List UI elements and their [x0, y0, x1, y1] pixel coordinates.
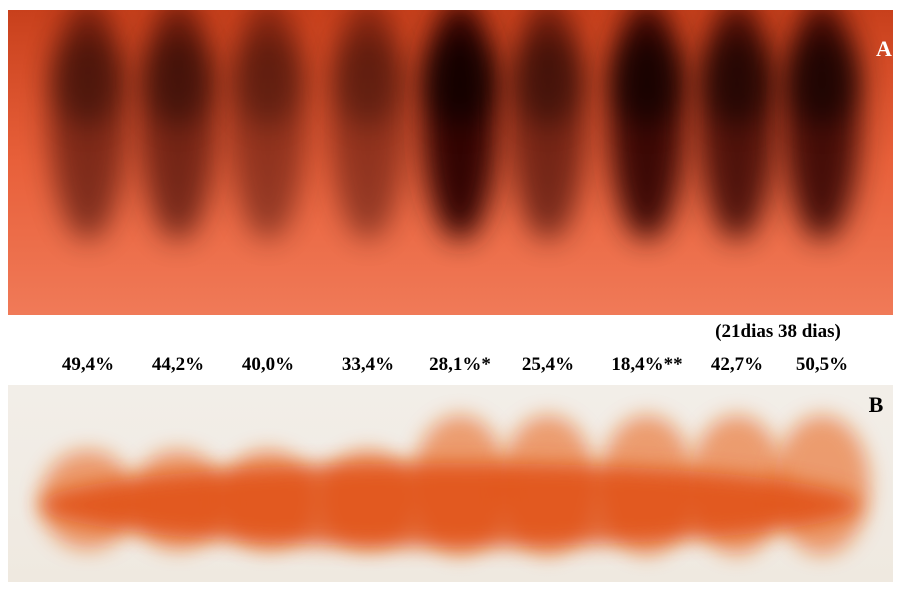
lane-label: 18,4%**: [611, 354, 682, 375]
lane-label: 33,4%: [342, 354, 394, 375]
lane-label: 28,1%*: [429, 354, 491, 375]
panel-a-label: A: [876, 36, 892, 61]
lane-band: [143, 35, 213, 125]
gel-b-band: [40, 463, 860, 547]
gel-a-lanes: [50, 0, 860, 240]
lane-band: [233, 35, 303, 125]
lane-band: [513, 35, 583, 125]
lane-band: [702, 35, 772, 125]
lane-band: [333, 35, 403, 125]
lane-label: 44,2%: [152, 354, 204, 375]
lane-label: 40,0%: [242, 354, 294, 375]
lane-label: 49,4%: [62, 354, 114, 375]
lane-labels: 49,4% 44,2% 40,0% 33,4% 28,1%* 25,4% 18,4%** 42…: [62, 354, 848, 375]
figure: A B (21dias 38 dias) 49,4% 44,2% 40,0% 33,4…: [0, 0, 904, 589]
lane-label: 25,4%: [522, 354, 574, 375]
note: (21dias 38 dias): [715, 321, 841, 342]
lane-band: [53, 35, 123, 125]
lane-band: [425, 35, 495, 125]
lane-band: [787, 35, 857, 125]
lane-label: 42,7%: [711, 354, 763, 375]
panel-b-label: B: [869, 392, 884, 417]
lane-band: [612, 35, 682, 125]
lane-label: 50,5%: [796, 354, 848, 375]
page: A B (21dias 38 dias) 49,4% 44,2% 40,0% 33,4…: [0, 0, 904, 589]
